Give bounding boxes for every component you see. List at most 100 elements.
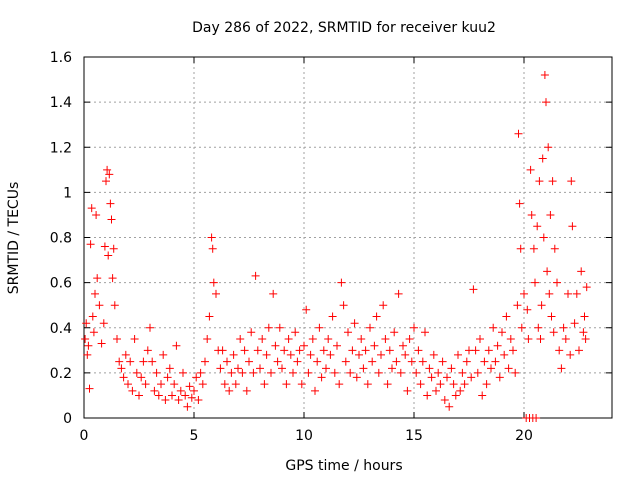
data-point	[533, 222, 542, 231]
data-point	[577, 267, 586, 276]
data-point	[89, 328, 98, 337]
data-point	[240, 346, 249, 355]
data-point	[509, 346, 517, 355]
data-point	[308, 335, 317, 344]
data-point	[344, 328, 352, 337]
data-point	[482, 380, 491, 389]
data-point	[515, 199, 524, 208]
data-point	[495, 373, 504, 382]
data-point	[227, 368, 236, 377]
data-point	[165, 364, 174, 373]
data-point	[491, 357, 500, 366]
data-point	[414, 346, 423, 355]
data-point	[559, 323, 568, 332]
data-point	[566, 350, 575, 359]
data-point	[379, 301, 388, 310]
data-point	[547, 312, 556, 321]
y-axis-ticks: 0 0.2 0.4 0.6 0.8 1 1.2 1.4 1.6	[50, 50, 612, 427]
data-point	[434, 368, 443, 377]
data-point	[377, 350, 385, 359]
data-point	[514, 129, 523, 138]
data-point	[550, 244, 559, 253]
data-point	[418, 357, 427, 366]
data-point	[467, 373, 476, 382]
data-point	[582, 283, 591, 292]
data-point	[368, 357, 377, 366]
data-point	[535, 177, 544, 186]
data-point	[480, 357, 489, 366]
data-point	[190, 386, 198, 395]
data-point	[234, 364, 242, 373]
data-point	[405, 335, 414, 344]
data-point	[216, 364, 225, 373]
data-point	[85, 384, 94, 393]
data-point	[262, 350, 271, 359]
data-point	[460, 380, 469, 389]
data-point	[242, 386, 251, 395]
x-axis-label: GPS time / hours	[285, 458, 402, 474]
data-point	[335, 380, 344, 389]
data-point	[352, 373, 361, 382]
data-point	[267, 368, 275, 377]
data-point	[534, 323, 543, 332]
data-point	[580, 312, 589, 321]
data-point	[157, 380, 165, 389]
y-axis-label: SRMTID / TECUs	[6, 182, 22, 295]
data-point	[385, 346, 394, 355]
data-point	[401, 350, 410, 359]
x-tick-label: 20	[515, 428, 533, 444]
data-point	[537, 301, 546, 310]
data-point	[181, 391, 190, 400]
data-point	[311, 386, 319, 395]
data-point	[273, 357, 282, 366]
y-tick-label: 0.8	[50, 231, 72, 247]
data-point	[451, 391, 460, 400]
data-point	[170, 380, 179, 389]
data-point	[249, 368, 258, 377]
data-point	[141, 380, 150, 389]
data-point	[523, 305, 532, 314]
data-point	[209, 278, 218, 287]
data-point	[247, 328, 256, 337]
data-point	[498, 328, 506, 337]
data-point	[304, 368, 313, 377]
data-point	[100, 242, 109, 251]
data-point	[282, 380, 291, 389]
data-point	[280, 346, 289, 355]
data-point	[553, 278, 561, 287]
data-point	[174, 395, 183, 404]
data-point	[198, 380, 207, 389]
data-point	[549, 328, 558, 337]
data-point	[124, 380, 132, 389]
data-point	[97, 339, 106, 348]
data-point	[269, 289, 278, 298]
data-point	[532, 414, 541, 422]
data-point	[456, 386, 465, 395]
data-point	[300, 341, 308, 350]
data-point	[201, 357, 209, 366]
data-point	[163, 373, 172, 382]
data-point	[539, 233, 548, 242]
data-point	[438, 357, 447, 366]
data-point	[520, 289, 528, 298]
data-point	[113, 335, 121, 344]
data-point	[381, 335, 390, 344]
data-point	[529, 244, 538, 253]
data-point	[260, 380, 269, 389]
data-point	[154, 391, 163, 400]
data-point	[502, 312, 511, 321]
data-point	[363, 380, 372, 389]
data-point	[383, 380, 392, 389]
data-point	[575, 346, 583, 355]
data-point	[412, 368, 421, 377]
data-point	[536, 335, 545, 344]
y-tick-label: 1.2	[50, 140, 72, 156]
data-point	[207, 233, 216, 242]
data-point	[82, 319, 91, 328]
data-point	[104, 251, 113, 260]
data-point	[91, 289, 99, 298]
data-point	[471, 346, 480, 355]
x-tick-label: 5	[190, 428, 199, 444]
data-point	[372, 312, 381, 321]
